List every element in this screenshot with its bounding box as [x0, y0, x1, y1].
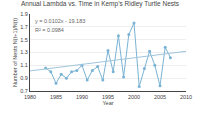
svg-text:1990: 1990 [76, 94, 88, 100]
svg-text:y = 0.0102x - 19.183: y = 0.0102x - 19.183 [35, 18, 85, 24]
svg-text:1.7: 1.7 [20, 24, 28, 30]
svg-text:R² = 0.0984: R² = 0.0984 [35, 27, 64, 33]
svg-text:Year: Year [102, 100, 113, 106]
svg-text:1995: 1995 [102, 94, 114, 100]
svg-text:1.5: 1.5 [20, 37, 28, 43]
svg-text:2010: 2010 [180, 94, 192, 100]
svg-text:1.3: 1.3 [20, 49, 28, 55]
svg-text:1.9: 1.9 [20, 11, 28, 17]
svg-text:2000: 2000 [128, 94, 140, 100]
svg-text:1985: 1985 [50, 94, 62, 100]
svg-text:Number of Nests N(t+1)/N(t): Number of Nests N(t+1)/N(t) [12, 18, 18, 87]
svg-text:0.9: 0.9 [20, 75, 28, 81]
svg-text:1.1: 1.1 [20, 62, 28, 68]
svg-text:1980: 1980 [24, 94, 36, 100]
svg-text:0.7: 0.7 [20, 88, 28, 94]
svg-text:2005: 2005 [154, 94, 166, 100]
svg-text:Annual Lambda vs. Time in Kemp: Annual Lambda vs. Time in Kemp’s Ridley … [21, 0, 180, 8]
